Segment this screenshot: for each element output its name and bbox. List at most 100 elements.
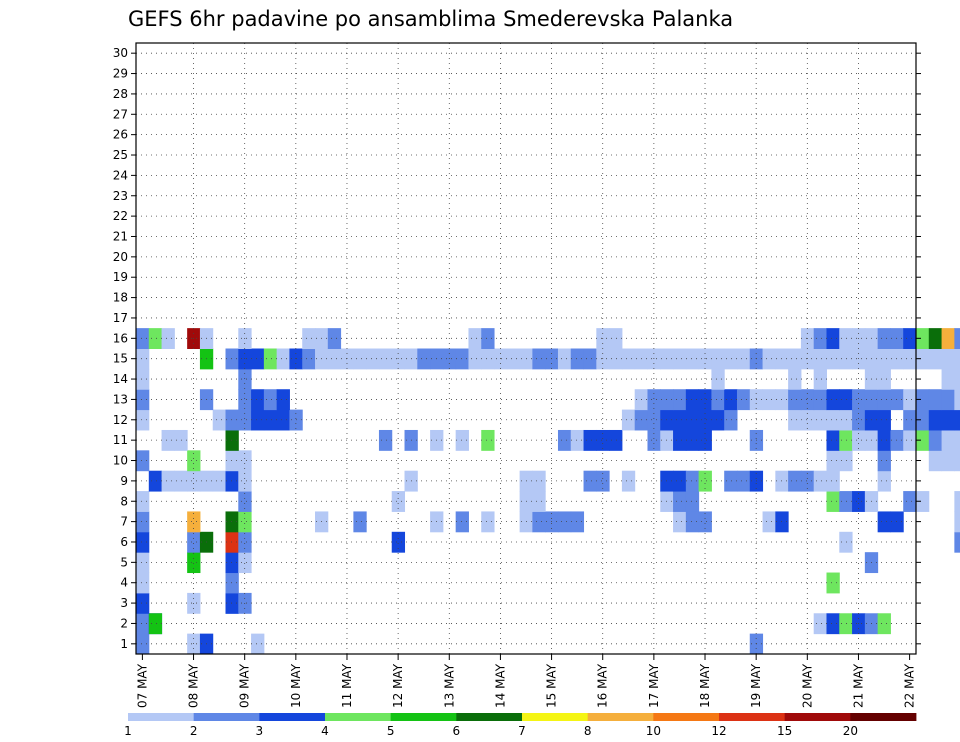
heatmap-cell bbox=[839, 450, 853, 472]
heatmap-cell bbox=[890, 429, 904, 451]
heatmap-cell bbox=[698, 470, 712, 492]
heatmap-cell bbox=[800, 470, 815, 492]
y-tick-label: 4 bbox=[120, 576, 128, 590]
colorbar-swatch bbox=[850, 713, 917, 721]
colorbar-swatch bbox=[390, 713, 457, 721]
heatmap-cell bbox=[788, 409, 802, 431]
heatmap-cell bbox=[916, 491, 930, 512]
heatmap-cell bbox=[570, 348, 585, 370]
colorbar-label: 6 bbox=[453, 724, 461, 738]
heatmap-cell bbox=[378, 429, 393, 451]
heatmap-cell bbox=[187, 633, 201, 655]
heatmap-cell bbox=[225, 429, 239, 451]
x-tick-label: 10 MAY bbox=[289, 663, 303, 708]
heatmap-cell bbox=[954, 409, 960, 431]
heatmap-cell bbox=[161, 429, 175, 451]
heatmap-cell bbox=[877, 470, 891, 492]
heatmap-cell bbox=[187, 450, 201, 472]
colorbar-swatch bbox=[325, 713, 392, 721]
heatmap-cell bbox=[673, 409, 687, 431]
heatmap-cell bbox=[557, 511, 572, 533]
heatmap-cell bbox=[327, 328, 342, 349]
heatmap-cell bbox=[813, 368, 827, 390]
heatmap-cell bbox=[685, 389, 700, 411]
heatmap-cell bbox=[302, 348, 316, 370]
heatmap-cell bbox=[225, 409, 239, 431]
heatmap-cell bbox=[928, 328, 943, 349]
heatmap-cell bbox=[455, 429, 469, 451]
heatmap-cell bbox=[532, 470, 546, 492]
heatmap-cell bbox=[161, 470, 175, 492]
heatmap-cell bbox=[685, 409, 700, 431]
heatmap-cell bbox=[826, 409, 840, 431]
heatmap-cell bbox=[877, 348, 891, 370]
heatmap-cell bbox=[813, 470, 827, 492]
heatmap-cell bbox=[839, 348, 853, 370]
heatmap-cell bbox=[583, 348, 597, 370]
heatmap-cell bbox=[852, 429, 866, 451]
heatmap-cell bbox=[954, 429, 960, 451]
heatmap-cell bbox=[954, 348, 960, 370]
heatmap-cell bbox=[673, 348, 687, 370]
x-tick-label: 17 MAY bbox=[647, 663, 661, 708]
x-tick-label: 11 MAY bbox=[340, 663, 354, 708]
y-tick-label: 6 bbox=[120, 535, 128, 549]
heatmap-cell bbox=[941, 389, 955, 411]
heatmap-cell bbox=[954, 450, 960, 472]
heatmap-cell bbox=[877, 450, 891, 472]
heatmap-cell bbox=[417, 348, 431, 370]
y-tick-label: 9 bbox=[120, 474, 128, 488]
heatmap-cell bbox=[276, 389, 290, 411]
heatmap-cell bbox=[609, 348, 623, 370]
heatmap-cell bbox=[238, 409, 252, 431]
y-tick-label: 17 bbox=[113, 311, 128, 325]
x-tick-label: 21 MAY bbox=[851, 663, 865, 708]
y-tick-label: 10 bbox=[113, 454, 128, 468]
heatmap-cell bbox=[225, 348, 239, 370]
heatmap-cell bbox=[941, 450, 955, 472]
heatmap-cell bbox=[238, 511, 252, 533]
heatmap-cell bbox=[685, 491, 700, 512]
heatmap-cell bbox=[327, 348, 342, 370]
heatmap-cell bbox=[506, 348, 521, 370]
heatmap-cell bbox=[928, 348, 943, 370]
colorbar-label: 15 bbox=[777, 724, 792, 738]
heatmap-cell bbox=[238, 470, 252, 492]
x-tick-label: 20 MAY bbox=[800, 663, 814, 708]
heatmap-cell bbox=[839, 491, 853, 512]
heatmap-cell bbox=[788, 348, 802, 370]
heatmap-cell bbox=[711, 389, 725, 411]
heatmap-cell bbox=[468, 348, 482, 370]
heatmap-cell bbox=[813, 389, 827, 411]
heatmap-cell bbox=[225, 552, 239, 574]
heatmap-cell bbox=[813, 328, 827, 349]
heatmap-cell bbox=[276, 348, 290, 370]
heatmap-cell bbox=[839, 328, 853, 349]
y-tick-label: 26 bbox=[113, 128, 128, 142]
grid-lines bbox=[136, 43, 916, 654]
heatmap-cell bbox=[647, 429, 661, 451]
heatmap-cell bbox=[225, 470, 239, 492]
heatmap-cell bbox=[711, 409, 725, 431]
x-tick-label: 19 MAY bbox=[749, 663, 763, 708]
heatmap-cell bbox=[954, 328, 960, 349]
heatmap-cell bbox=[378, 348, 393, 370]
heatmap-cell bbox=[391, 531, 406, 553]
heatmap-cell bbox=[263, 348, 278, 370]
colorbar: 1 2 3 4 5 6 7 8 10 12 15 20 bbox=[124, 713, 917, 738]
y-tick-label: 20 bbox=[113, 250, 128, 264]
heatmap-cell bbox=[570, 429, 585, 451]
x-tick-label: 18 MAY bbox=[698, 663, 712, 708]
colorbar-label: 20 bbox=[843, 724, 858, 738]
x-tick-label: 22 MAY bbox=[903, 663, 917, 708]
heatmap-cell bbox=[136, 531, 150, 553]
x-tick-label: 13 MAY bbox=[442, 663, 456, 708]
heatmap-cell bbox=[724, 389, 738, 411]
heatmap-cell bbox=[762, 511, 776, 533]
heatmap-cell bbox=[391, 491, 406, 512]
heatmap-cell bbox=[225, 592, 239, 614]
heatmap-cell bbox=[736, 389, 751, 411]
heatmap-cell bbox=[826, 348, 840, 370]
heatmap-cell bbox=[238, 531, 252, 553]
heatmap-cell bbox=[762, 389, 776, 411]
